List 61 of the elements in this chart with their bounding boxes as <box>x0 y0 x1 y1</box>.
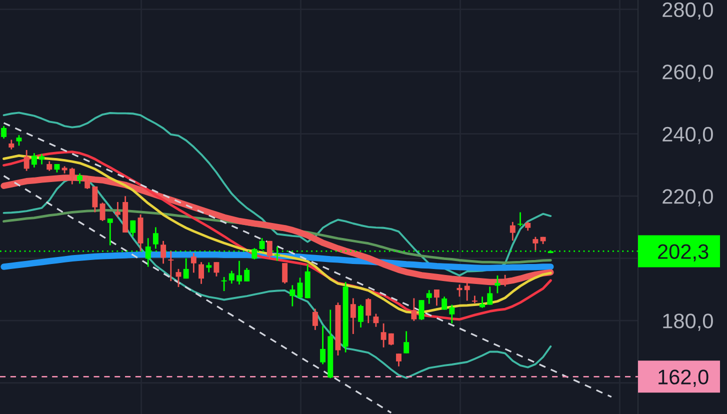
candlestick <box>92 186 98 213</box>
candlestick <box>214 261 220 278</box>
candlestick <box>366 298 372 324</box>
candlestick <box>487 286 493 306</box>
candlestick <box>206 262 212 274</box>
candlestick <box>183 258 189 280</box>
candlestick <box>434 288 440 306</box>
candlestick <box>282 262 288 284</box>
candlestick <box>228 270 234 284</box>
candlestick <box>494 274 500 294</box>
candlestick <box>160 240 166 264</box>
candlestick <box>404 330 410 354</box>
line-series <box>2 122 612 398</box>
candlestick <box>107 218 113 246</box>
candlestick <box>449 304 455 324</box>
candlestick <box>8 139 14 150</box>
candlestick <box>472 295 478 304</box>
candlestick <box>46 160 52 172</box>
candlestick <box>1 125 7 140</box>
candlestick <box>320 325 326 365</box>
candlestick <box>152 226 158 250</box>
line-series <box>2 175 392 414</box>
candlestick <box>480 296 486 309</box>
y-tick-label: 280,0 <box>662 2 713 20</box>
candlestick <box>290 284 296 307</box>
candlestick <box>350 298 356 335</box>
y-tick-label: 240,0 <box>662 126 713 144</box>
candlestick <box>84 177 90 190</box>
candlestick <box>130 220 136 238</box>
candlestick <box>16 134 22 146</box>
candlestick <box>442 296 448 310</box>
candlestick <box>312 308 318 331</box>
line-series <box>2 112 552 276</box>
ref-line-label: 162,0 <box>658 370 708 387</box>
candlestick <box>518 212 524 227</box>
candlestick <box>380 322 386 348</box>
y-tick-label: 180,0 <box>663 314 713 331</box>
y-tick-label: 220,0 <box>662 189 713 206</box>
candlestick <box>297 276 303 299</box>
candlestick <box>100 202 106 222</box>
candlestick <box>411 298 417 322</box>
candlestick <box>532 236 538 251</box>
candlestick <box>396 352 402 368</box>
candlestick <box>426 289 432 305</box>
candlestick <box>24 149 30 172</box>
candlestick <box>114 201 120 218</box>
candlestick <box>168 250 174 282</box>
candlestick <box>190 252 196 274</box>
y-tick-label: 260,0 <box>662 64 713 82</box>
candlestick <box>244 267 250 282</box>
candlestick <box>266 240 272 260</box>
candlestick <box>77 172 82 184</box>
candlestick <box>31 152 37 168</box>
candlestick <box>236 260 242 286</box>
candlestick <box>373 313 379 328</box>
candlestick <box>221 276 227 292</box>
candlestick <box>510 221 516 242</box>
ref-line-label: 202,3 <box>658 244 708 262</box>
candlestick <box>358 304 364 328</box>
candlestick <box>198 261 204 285</box>
candlestick <box>418 299 424 321</box>
